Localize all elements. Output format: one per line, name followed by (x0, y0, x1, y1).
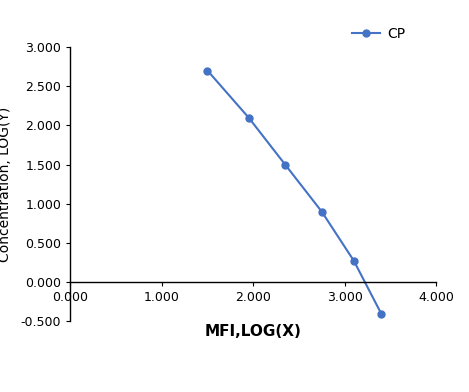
Line: CP: CP (204, 67, 385, 317)
X-axis label: MFI,LOG(X): MFI,LOG(X) (205, 324, 302, 339)
Legend: CP: CP (347, 21, 411, 46)
CP (351, 258, 356, 263)
CP (282, 162, 288, 167)
CP (378, 311, 384, 316)
CP (246, 115, 251, 120)
CP (204, 68, 210, 73)
Y-axis label: Concentration, LOG(Y): Concentration, LOG(Y) (0, 107, 13, 262)
CP (319, 209, 325, 214)
